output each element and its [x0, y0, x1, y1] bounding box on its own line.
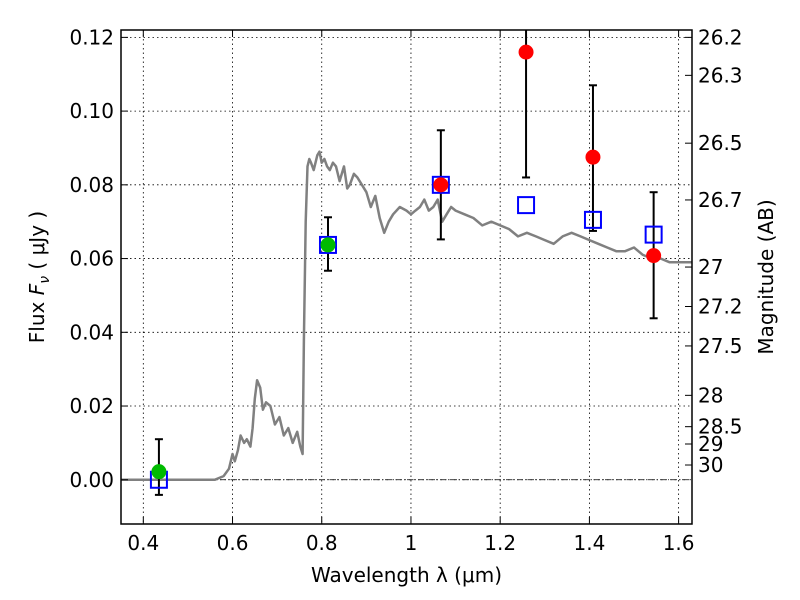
y-axis-title-variable: F [25, 283, 49, 295]
y-axis-title-prefix: Flux [25, 295, 49, 343]
model-flux-square [318, 235, 337, 254]
y2-tick-label: 26.2 [698, 25, 743, 49]
y-tick-label: 0.04 [69, 320, 114, 344]
y2-tick-label: 26.3 [698, 63, 743, 87]
x-tick-label: 1 [405, 531, 418, 555]
y2-tick-label: 26.7 [698, 188, 743, 212]
observed-point [433, 177, 449, 193]
y2-tick-label: 27.2 [698, 294, 743, 318]
model-sed-line [121, 150, 692, 482]
observed-point [151, 464, 167, 480]
x-tick-label: 1.4 [573, 531, 605, 555]
model-flux-square [644, 225, 663, 244]
y-tick-label: 0.10 [69, 99, 114, 123]
x-tick-label: 0.4 [127, 531, 159, 555]
observed-point [646, 248, 662, 264]
observed-point [320, 237, 336, 253]
y-axis-title: Flux Fν ( μJy ) [25, 211, 53, 343]
x-tick-label: 0.6 [217, 531, 249, 555]
model-flux-square [517, 196, 536, 215]
axis-ticks: 0.4 0.6 0.8 1 1.2 1.4 1.6 0.00 0.02 0.04 0.06 0.08 0… [69, 25, 742, 555]
grid [121, 30, 692, 524]
model-flux-square [583, 210, 602, 229]
x-axis-title: Wavelength λ (μm) [311, 563, 502, 587]
y-axis-title-suffix: ( μJy ) [25, 211, 49, 276]
y2-tick-label: 28.5 [698, 415, 743, 439]
plot-frame [120, 29, 693, 525]
y-tick-label: 0.00 [69, 468, 114, 492]
y2-tick-label: 28 [698, 383, 723, 407]
y2-tick-label: 26.5 [698, 131, 743, 155]
observed-point [518, 44, 534, 60]
model-flux-square [431, 175, 450, 194]
y2-axis-title: Magnitude (AB) [754, 199, 778, 354]
x-tick-label: 0.8 [306, 531, 338, 555]
observed-point [585, 149, 601, 165]
y-tick-label: 0.12 [69, 25, 114, 49]
y2-tick-label: 27 [698, 255, 723, 279]
y-tick-label: 0.08 [69, 173, 114, 197]
y2-tick-label: 27.5 [698, 334, 743, 358]
y2-tick-label: 30 [698, 453, 723, 477]
x-tick-label: 1.2 [484, 531, 516, 555]
y-tick-label: 0.02 [69, 394, 114, 418]
plot-area [121, 30, 692, 496]
y2-tick-label: 29 [698, 432, 723, 456]
y-axis-title-subscript: ν [37, 276, 53, 284]
x-tick-label: 1.6 [663, 531, 695, 555]
y-tick-label: 0.06 [69, 247, 114, 271]
